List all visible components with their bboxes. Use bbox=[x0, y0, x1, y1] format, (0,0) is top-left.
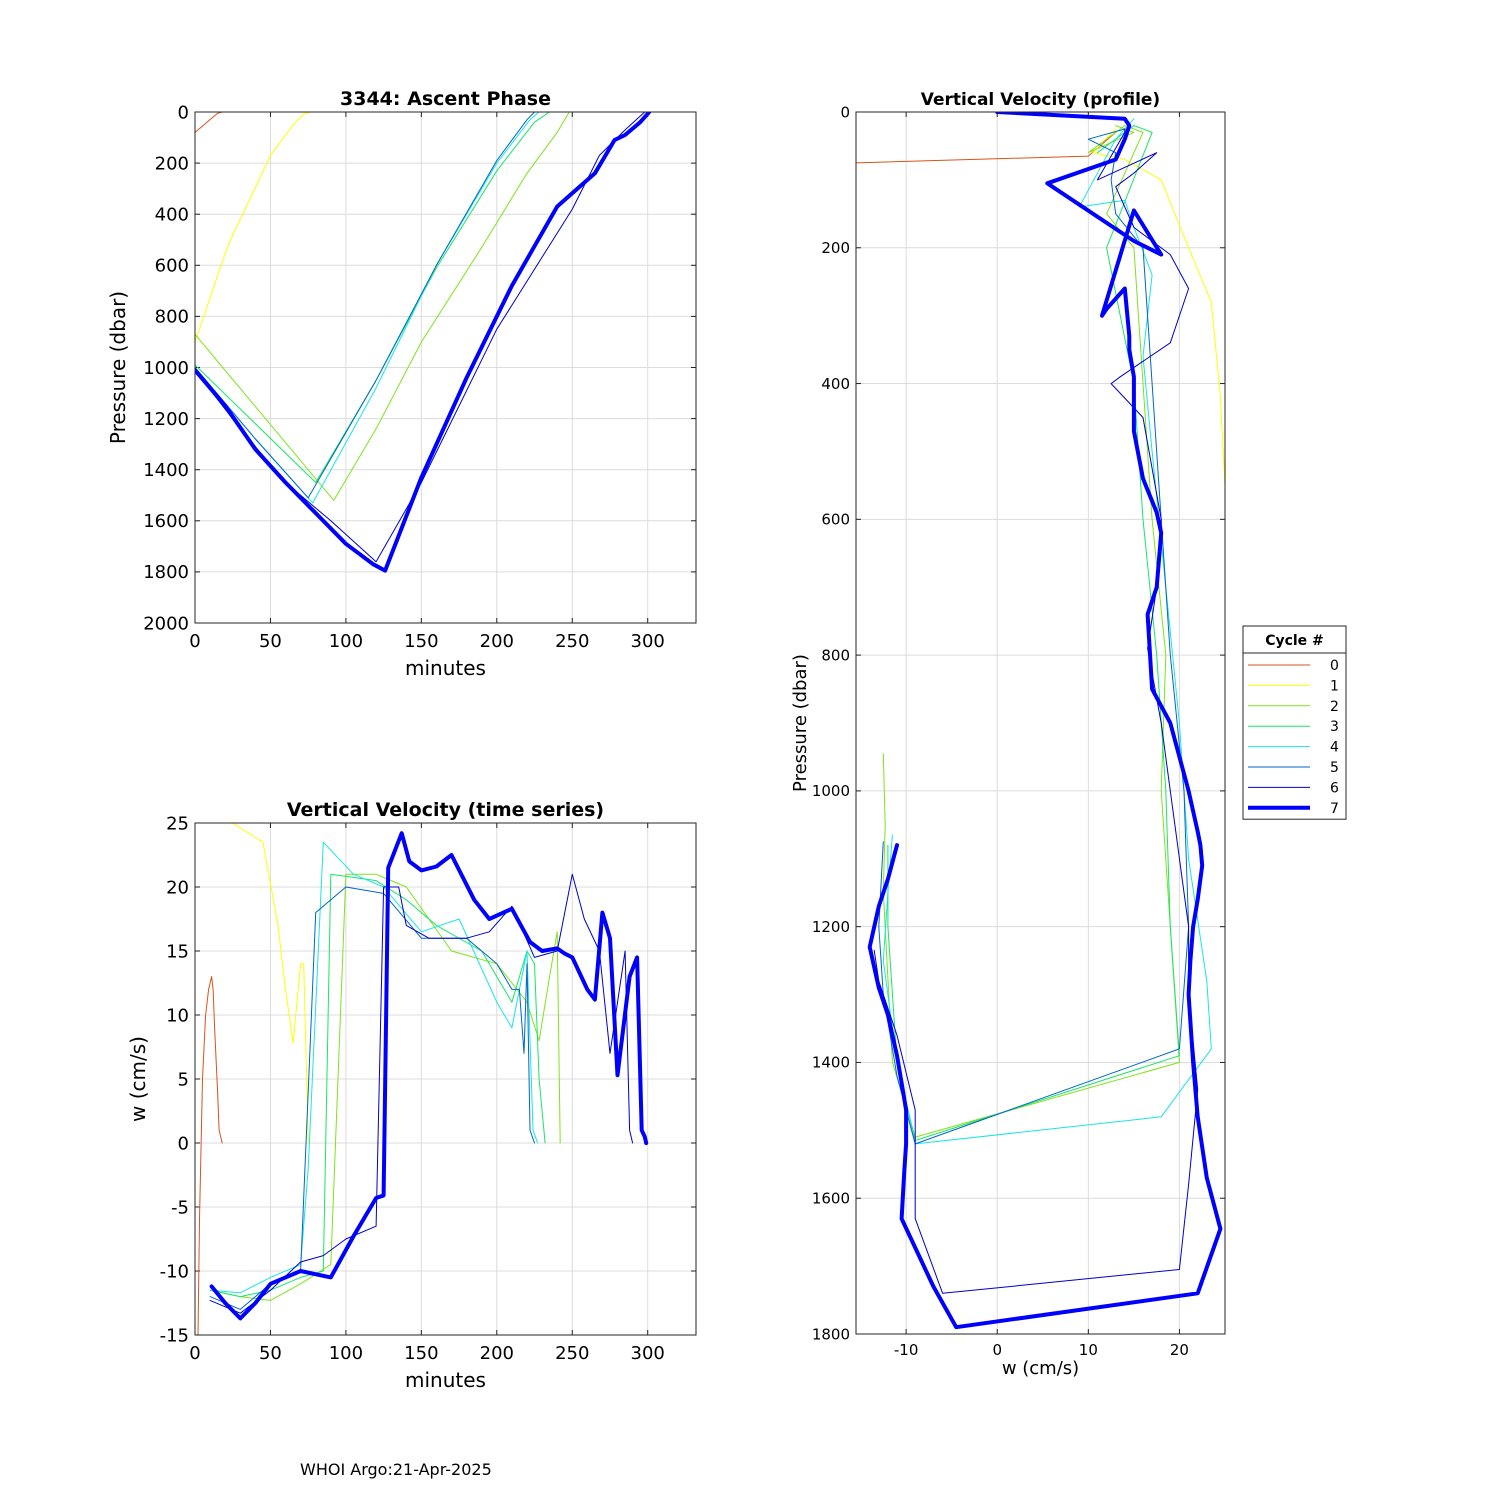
profile-ytick-label: 800 bbox=[821, 646, 850, 664]
timeseries-chart: 0 50 100 150 200 250 300 -15 -10 -5 0 5 10 15 20 25 Vert… bbox=[126, 799, 697, 1392]
profile-series-7 bbox=[867, 112, 1223, 1330]
ascent-xtick-label: 300 bbox=[631, 631, 665, 652]
ascent-ytick-label: 1000 bbox=[143, 358, 189, 379]
timeseries-series-4 bbox=[209, 841, 539, 1294]
profile-xtick-label: 20 bbox=[1170, 1341, 1189, 1359]
timeseries-series-3 bbox=[209, 873, 546, 1298]
profile-ytick-label: 600 bbox=[821, 511, 850, 529]
profile-ylabel: Pressure (dbar) bbox=[790, 654, 811, 792]
timeseries-ytick-label: -15 bbox=[160, 1325, 189, 1346]
ascent-ytick-label: 200 bbox=[155, 153, 189, 174]
ascent-series-2 bbox=[195, 112, 570, 501]
ascent-ytick-label: 400 bbox=[155, 205, 189, 226]
legend-title: Cycle # bbox=[1265, 633, 1324, 649]
legend-label-5: 5 bbox=[1330, 760, 1339, 776]
legend-label-4: 4 bbox=[1330, 740, 1339, 756]
ascent-ytick-label: 1600 bbox=[143, 511, 189, 532]
timeseries-ylabel: w (cm/s) bbox=[126, 1036, 150, 1122]
ascent-ytick-label: 2000 bbox=[143, 613, 189, 634]
profile-series-5 bbox=[878, 128, 1190, 1145]
timeseries-ytick-label: 25 bbox=[166, 813, 189, 834]
ascent-xtick-label: 250 bbox=[555, 631, 589, 652]
timeseries-series-2 bbox=[209, 873, 561, 1301]
ascent-ytick-label: 1400 bbox=[143, 460, 189, 481]
timeseries-title: Vertical Velocity (time series) bbox=[287, 799, 604, 821]
timeseries-xtick-label: 50 bbox=[259, 1343, 282, 1364]
profile-ytick-label: 200 bbox=[821, 239, 850, 257]
timeseries-ytick-label: -10 bbox=[160, 1261, 189, 1282]
profile-ytick-label: 1400 bbox=[812, 1054, 850, 1072]
timeseries-ytick-label: 5 bbox=[178, 1069, 189, 1090]
ascent-ylabel: Pressure (dbar) bbox=[106, 291, 130, 444]
legend-label-1: 1 bbox=[1330, 678, 1339, 694]
profile-title: Vertical Velocity (profile) bbox=[921, 90, 1160, 110]
profile-ytick-label: 1600 bbox=[812, 1189, 850, 1207]
legend-label-3: 3 bbox=[1330, 719, 1339, 735]
timeseries-series-6 bbox=[209, 873, 634, 1314]
timeseries-ytick-label: 20 bbox=[166, 877, 189, 898]
footer-text: WHOI Argo:21-Apr-2025 bbox=[300, 1460, 492, 1479]
ascent-chart: 0 50 100 150 200 250 300 0 200 400 600 800 1000 1200 1… bbox=[106, 88, 697, 680]
ascent-series-1 bbox=[195, 112, 311, 343]
ascent-xtick-label: 200 bbox=[480, 631, 514, 652]
ascent-ytick-label: 0 bbox=[178, 102, 189, 123]
timeseries-xtick-label: 250 bbox=[555, 1343, 589, 1364]
legend-label-6: 6 bbox=[1330, 780, 1339, 796]
ascent-title: 3344: Ascent Phase bbox=[340, 88, 551, 110]
timeseries-xtick-label: 100 bbox=[329, 1343, 363, 1364]
profile-series-1 bbox=[1092, 128, 1225, 575]
profile-xlabel: w (cm/s) bbox=[1002, 1358, 1079, 1379]
profile-ytick-label: 400 bbox=[821, 375, 850, 393]
timeseries-ytick-label: -5 bbox=[171, 1197, 189, 1218]
ascent-xlabel: minutes bbox=[405, 656, 486, 680]
timeseries-ytick-label: 0 bbox=[178, 1133, 189, 1154]
timeseries-axes-box bbox=[194, 822, 697, 1336]
timeseries-xtick-label: 0 bbox=[189, 1343, 200, 1364]
legend-label-0: 0 bbox=[1330, 658, 1339, 674]
profile-ytick-label: 0 bbox=[840, 103, 850, 121]
profile-series-0 bbox=[856, 131, 1117, 164]
profile-axes-box bbox=[855, 111, 1226, 1335]
timeseries-xlabel: minutes bbox=[405, 1368, 486, 1392]
timeseries-series-7 bbox=[209, 831, 649, 1321]
profile-xtick-label: 10 bbox=[1079, 1341, 1098, 1359]
ascent-series-7 bbox=[195, 112, 652, 573]
profile-series-6 bbox=[873, 128, 1199, 1294]
ascent-xtick-label: 100 bbox=[329, 631, 363, 652]
ascent-ytick-label: 1800 bbox=[143, 562, 189, 583]
profile-xtick-label: 0 bbox=[992, 1341, 1002, 1359]
ascent-xtick-label: 0 bbox=[189, 631, 200, 652]
timeseries-ytick-label: 15 bbox=[166, 941, 189, 962]
timeseries-series-0 bbox=[197, 976, 223, 1335]
timeseries-ytick-label: 10 bbox=[166, 1005, 189, 1026]
ascent-xtick-label: 150 bbox=[404, 631, 438, 652]
legend-label-2: 2 bbox=[1330, 699, 1339, 715]
profile-chart: -10 0 10 2002004006008001000120014001600180… bbox=[790, 90, 1347, 1379]
legend: Cycle # 0 1 2 3 4 5 6 7 bbox=[1242, 625, 1347, 820]
profile-ytick-label: 1800 bbox=[812, 1325, 850, 1343]
timeseries-series-1 bbox=[221, 823, 309, 1144]
ascent-ytick-label: 800 bbox=[155, 307, 189, 328]
ascent-series-5 bbox=[195, 112, 535, 499]
profile-xtick-label: -10 bbox=[894, 1341, 919, 1359]
ascent-xtick-label: 50 bbox=[259, 631, 282, 652]
ascent-axes-box bbox=[194, 111, 697, 624]
timeseries-xtick-label: 150 bbox=[404, 1343, 438, 1364]
ascent-ytick-label: 600 bbox=[155, 256, 189, 277]
timeseries-xtick-label: 200 bbox=[480, 1343, 514, 1364]
ascent-series-3 bbox=[195, 112, 551, 483]
profile-ytick-label: 1000 bbox=[812, 782, 850, 800]
timeseries-xtick-label: 300 bbox=[631, 1343, 665, 1364]
legend-label-7: 7 bbox=[1330, 801, 1339, 817]
ascent-ytick-label: 1200 bbox=[143, 409, 189, 430]
profile-ytick-label: 1200 bbox=[812, 918, 850, 936]
